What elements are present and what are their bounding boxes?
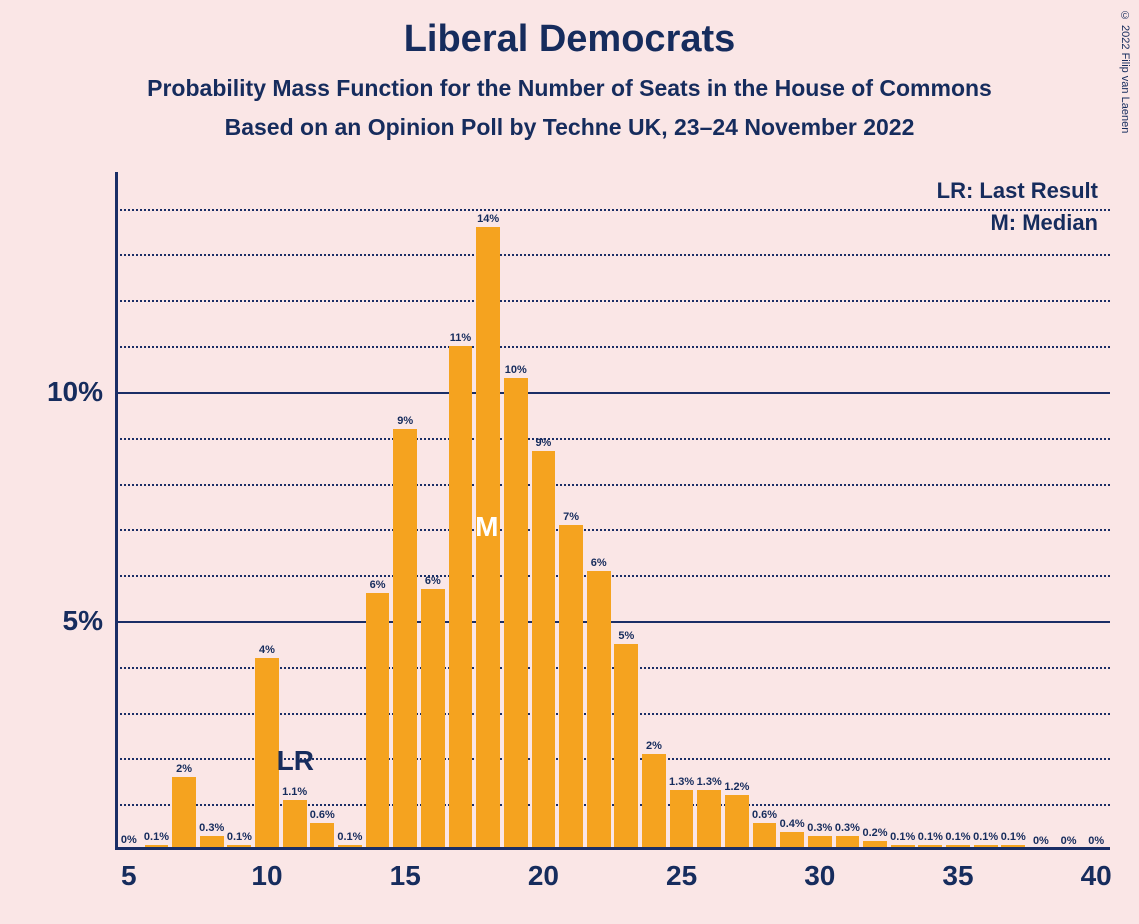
- bar: 5%: [614, 644, 638, 850]
- chart-subtitle-2: Based on an Opinion Poll by Techne UK, 2…: [0, 114, 1139, 141]
- x-tick-label: 30: [804, 860, 835, 892]
- bar-value-label: 14%: [477, 213, 499, 225]
- bar: 0.6%: [753, 823, 777, 850]
- bar-value-label: 7%: [563, 511, 579, 523]
- grid-minor: [115, 438, 1110, 440]
- bar: 7%: [559, 525, 583, 850]
- bar-value-label: 0.6%: [310, 809, 335, 821]
- bar: 10%: [504, 378, 528, 850]
- bar: 1.3%: [697, 790, 721, 850]
- bar-value-label: 0.1%: [227, 831, 252, 843]
- grid-minor: [115, 346, 1110, 348]
- bar-value-label: 11%: [450, 332, 471, 344]
- bar-value-label: 0.1%: [337, 831, 362, 843]
- grid-minor: [115, 209, 1110, 211]
- bar: 11%: [449, 346, 473, 850]
- bar: 6%: [421, 589, 445, 850]
- bar-value-label: 5%: [618, 630, 634, 642]
- bar-value-label: 0%: [121, 834, 137, 846]
- bar: 9%: [532, 451, 556, 850]
- legend-m: M: Median: [990, 210, 1098, 236]
- grid-major: [115, 621, 1110, 623]
- bar: 1.1%: [283, 800, 307, 850]
- marker-median: M: [475, 511, 498, 543]
- bar-value-label: 0.1%: [1001, 831, 1026, 843]
- bar: 0.6%: [310, 823, 334, 850]
- chart-subtitle-1: Probability Mass Function for the Number…: [0, 75, 1139, 102]
- bar-value-label: 6%: [591, 557, 607, 569]
- credit-text: © 2022 Filip van Laenen: [1119, 10, 1131, 133]
- grid-minor: [115, 575, 1110, 577]
- x-tick-label: 35: [942, 860, 973, 892]
- bar-value-label: 0%: [1033, 835, 1049, 847]
- y-tick-label: 10%: [47, 376, 103, 408]
- grid-minor: [115, 300, 1110, 302]
- bar-value-label: 1.1%: [282, 786, 307, 798]
- bar-value-label: 0.3%: [807, 822, 832, 834]
- bar: 1.2%: [725, 795, 749, 850]
- bar-value-label: 1.3%: [697, 776, 722, 788]
- bar-value-label: 0.1%: [973, 831, 998, 843]
- x-tick-label: 25: [666, 860, 697, 892]
- bar-value-label: 6%: [370, 579, 386, 591]
- x-axis: [115, 847, 1110, 850]
- x-tick-label: 20: [528, 860, 559, 892]
- bar: 1.3%: [670, 790, 694, 850]
- bar-value-label: 0%: [1088, 835, 1104, 847]
- bar: 2%: [172, 777, 196, 850]
- bar-value-label: 1.2%: [724, 781, 749, 793]
- x-tick-label: 10: [251, 860, 282, 892]
- bar-value-label: 0.6%: [752, 809, 777, 821]
- bar-value-label: 0.1%: [918, 831, 943, 843]
- grid-minor: [115, 254, 1110, 256]
- bar-value-label: 2%: [646, 740, 662, 752]
- bar: 9%: [393, 429, 417, 850]
- bar: 4%: [255, 658, 279, 850]
- bar-value-label: 0.3%: [199, 822, 224, 834]
- bar-value-label: 2%: [176, 763, 192, 775]
- bar-value-label: 0.1%: [890, 831, 915, 843]
- bar-chart: 5%10%0%0.1%2%0.3%0.1%4%1.1%0.6%0.1%6%9%6…: [115, 172, 1110, 850]
- bar-value-label: 4%: [259, 644, 275, 656]
- bar-value-label: 0.1%: [945, 831, 970, 843]
- bar: 2%: [642, 754, 666, 850]
- bar-value-label: 9%: [397, 415, 413, 427]
- bar-value-label: 0.1%: [144, 831, 169, 843]
- bar: 6%: [366, 593, 390, 850]
- grid-minor: [115, 529, 1110, 531]
- bar: 6%: [587, 571, 611, 850]
- bar-value-label: 0.3%: [835, 822, 860, 834]
- chart-title: Liberal Democrats: [0, 0, 1139, 61]
- bar-value-label: 9%: [535, 437, 551, 449]
- bar-value-label: 0.2%: [863, 827, 888, 839]
- y-tick-label: 5%: [63, 605, 103, 637]
- x-tick-label: 5: [121, 860, 137, 892]
- grid-minor: [115, 484, 1110, 486]
- bar-value-label: 0%: [1061, 835, 1077, 847]
- bar-value-label: 6%: [425, 575, 441, 587]
- bar-value-label: 1.3%: [669, 776, 694, 788]
- y-axis: [115, 172, 118, 850]
- x-tick-label: 15: [390, 860, 421, 892]
- bar-value-label: 0.4%: [780, 818, 805, 830]
- marker-lr: LR: [277, 745, 314, 777]
- legend-lr: LR: Last Result: [937, 178, 1098, 204]
- grid-major: [115, 392, 1110, 394]
- bar-value-label: 10%: [505, 364, 527, 376]
- x-tick-label: 40: [1081, 860, 1112, 892]
